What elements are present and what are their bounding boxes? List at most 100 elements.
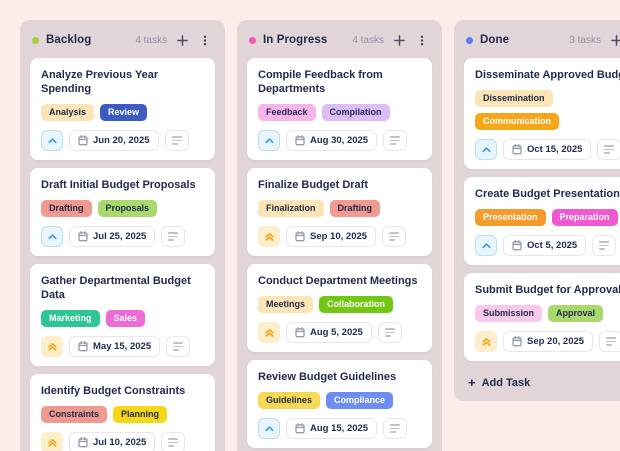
plus-icon xyxy=(176,34,188,46)
priority-medium-badge[interactable] xyxy=(41,130,63,151)
card-footer: Aug 15, 2025 xyxy=(258,418,421,439)
due-date-chip[interactable]: Sep 20, 2025 xyxy=(503,331,594,352)
due-date-chip[interactable]: Oct 15, 2025 xyxy=(503,139,592,160)
description-icon[interactable] xyxy=(383,130,408,151)
task-title: Finalize Budget Draft xyxy=(258,179,369,191)
chevron-up-icon xyxy=(264,426,274,432)
add-card-button[interactable] xyxy=(174,32,190,48)
description-icon[interactable] xyxy=(377,322,402,343)
calendar-icon xyxy=(78,437,88,448)
description-line xyxy=(599,248,606,250)
tag-review: Review xyxy=(100,104,148,121)
description-line xyxy=(390,427,401,430)
description-icon[interactable] xyxy=(161,432,186,451)
tag-row: Submission Approval xyxy=(475,305,620,322)
card-footer: Oct 5, 2025 xyxy=(475,235,620,256)
description-line xyxy=(168,232,179,234)
add-task-button[interactable]: + Add Task xyxy=(464,369,534,391)
column-menu-button[interactable] xyxy=(197,32,213,48)
tag-finalization: Finalization xyxy=(258,200,324,217)
calendar-icon xyxy=(295,231,305,242)
due-date-chip[interactable]: Aug 30, 2025 xyxy=(286,130,378,151)
task-card[interactable]: Finalize Budget Draft Finalization Draftin… xyxy=(247,168,432,256)
double-chevron-up-icon xyxy=(47,343,57,351)
description-icon[interactable] xyxy=(592,235,617,256)
priority-medium-badge[interactable] xyxy=(258,130,280,151)
task-card[interactable]: Disseminate Approved Budget Dissemination… xyxy=(464,58,620,169)
description-line xyxy=(604,152,611,154)
chevron-up-icon xyxy=(481,243,491,249)
description-icon[interactable] xyxy=(599,331,620,352)
calendar-icon xyxy=(295,423,305,434)
task-title: Submit Budget for Approval xyxy=(475,284,620,296)
description-line xyxy=(168,445,175,447)
description-line xyxy=(384,331,395,334)
column-menu-button[interactable] xyxy=(414,32,430,48)
description-icon[interactable] xyxy=(166,336,191,357)
task-card[interactable]: Conduct Department Meetings Meetings Colla… xyxy=(247,264,432,352)
due-date-chip[interactable]: Sep 10, 2025 xyxy=(286,226,377,247)
description-icon[interactable] xyxy=(597,139,620,160)
kanban-column-done: Done 3 tasks Disseminate Approved Budget Di… xyxy=(454,20,620,401)
tag-drafting: Drafting xyxy=(41,200,92,217)
description-line xyxy=(384,335,391,337)
column-header: Done 3 tasks xyxy=(464,28,620,58)
priority-medium-badge[interactable] xyxy=(41,226,63,247)
priority-high-badge[interactable] xyxy=(258,322,280,343)
description-icon[interactable] xyxy=(383,418,408,439)
tag-collaboration: Collaboration xyxy=(319,296,394,313)
task-title: Disseminate Approved Budget xyxy=(475,69,620,81)
task-card[interactable]: Analyze Previous Year Spending Analysis Re… xyxy=(30,58,215,160)
description-line xyxy=(384,328,395,330)
description-icon[interactable] xyxy=(164,130,189,151)
kebab-menu-icon xyxy=(203,35,207,45)
due-date-chip[interactable]: May 15, 2025 xyxy=(69,336,161,357)
kanban-column-backlog: Backlog 4 tasks Analyze Previous Year Spen… xyxy=(20,20,225,451)
tag-marketing: Marketing xyxy=(41,310,100,327)
priority-medium-badge[interactable] xyxy=(258,418,280,439)
description-line xyxy=(171,139,182,142)
tag-compliance: Compliance xyxy=(326,392,394,409)
card-footer: Jul 25, 2025 xyxy=(41,226,204,247)
task-card[interactable]: Create Budget Presentation Presentation Pr… xyxy=(464,177,620,265)
tag-row: Presentation Preparation xyxy=(475,209,620,226)
task-card[interactable]: Draft Initial Budget Proposals Drafting Pr… xyxy=(30,168,215,256)
add-card-button[interactable] xyxy=(391,32,407,48)
priority-high-badge[interactable] xyxy=(41,432,63,451)
add-card-button[interactable] xyxy=(608,32,620,48)
due-date: Jun 20, 2025 xyxy=(93,135,150,146)
due-date-chip[interactable]: Jul 25, 2025 xyxy=(69,226,156,247)
priority-medium-badge[interactable] xyxy=(475,139,497,160)
calendar-icon xyxy=(512,240,522,251)
chevron-up-icon xyxy=(264,138,274,144)
due-date: Oct 15, 2025 xyxy=(527,144,583,155)
priority-high-badge[interactable] xyxy=(475,331,497,352)
task-card[interactable]: Identify Budget Constraints Constraints Pl… xyxy=(30,374,215,451)
tag-dissemination: Dissemination xyxy=(475,90,553,107)
description-line xyxy=(390,431,397,433)
task-card[interactable]: Gather Departmental Budget Data Marketing… xyxy=(30,264,215,366)
column-header: Backlog 4 tasks xyxy=(30,28,215,58)
due-date-chip[interactable]: Jun 20, 2025 xyxy=(69,130,159,151)
description-icon[interactable] xyxy=(382,226,407,247)
due-date: Jul 10, 2025 xyxy=(93,437,147,448)
due-date-chip[interactable]: Oct 5, 2025 xyxy=(503,235,587,256)
task-card[interactable]: Submit Budget for Approval Submission Appr… xyxy=(464,273,620,361)
due-date-chip[interactable]: Aug 15, 2025 xyxy=(286,418,378,439)
description-line xyxy=(389,235,400,238)
due-date-chip[interactable]: Aug 5, 2025 xyxy=(286,322,372,343)
description-line xyxy=(390,139,401,142)
column-status-dot xyxy=(466,36,473,44)
description-line xyxy=(168,235,179,238)
priority-high-badge[interactable] xyxy=(258,226,280,247)
priority-high-badge[interactable] xyxy=(41,336,63,357)
column-title: Done xyxy=(480,34,510,46)
tag-preparation: Preparation xyxy=(551,209,618,226)
task-card[interactable]: Review Budget Guidelines Guidelines Compli… xyxy=(247,360,432,448)
due-date: Aug 5, 2025 xyxy=(310,327,363,338)
task-card[interactable]: Compile Feedback from Departments Feedbac… xyxy=(247,58,432,160)
description-line xyxy=(173,349,180,351)
due-date-chip[interactable]: Jul 10, 2025 xyxy=(69,432,156,451)
priority-medium-badge[interactable] xyxy=(475,235,497,256)
description-icon[interactable] xyxy=(161,226,186,247)
